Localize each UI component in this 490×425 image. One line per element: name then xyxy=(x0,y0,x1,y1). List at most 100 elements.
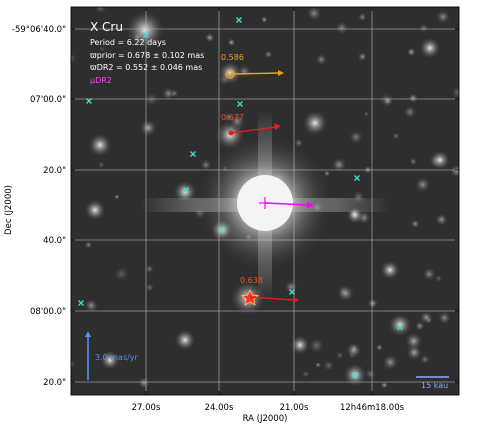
field-star xyxy=(302,110,328,136)
faint-star xyxy=(363,110,370,117)
faint-star xyxy=(435,213,449,227)
field-marker-stroke xyxy=(78,300,84,306)
y-tick-label: 40.0" xyxy=(43,236,66,246)
target-pm-arrowhead xyxy=(307,201,314,209)
faint-star xyxy=(204,32,215,43)
faint-star xyxy=(408,93,419,104)
star-1-label: 0.586 xyxy=(221,53,244,62)
field-star xyxy=(84,199,106,221)
legend-parallax-prior: ϖprior = 0.678 ± 0.102 mas xyxy=(90,51,204,60)
faint-star xyxy=(404,332,423,351)
faint-star xyxy=(335,351,344,360)
field-marker-stroke xyxy=(143,32,149,38)
annotation-star-3: 0.638 xyxy=(240,276,299,306)
field-marker-stroke xyxy=(397,324,403,330)
field-marker xyxy=(86,98,92,104)
field-star xyxy=(430,150,450,170)
y-tick-label: -59°06'40.0" xyxy=(12,25,66,35)
field-star xyxy=(218,61,242,85)
axes-frame xyxy=(70,6,460,396)
ticks xyxy=(71,7,459,395)
faint-star xyxy=(307,336,325,354)
field-star xyxy=(380,260,400,280)
faint-star xyxy=(71,52,77,64)
faint-star xyxy=(434,274,443,283)
faint-star xyxy=(227,38,236,47)
field-marker-stroke xyxy=(237,101,243,107)
legend-period: Period = 6.22 days xyxy=(90,38,166,47)
legend-parallax-dr2: ϖDR2 = 0.552 ± 0.046 mas xyxy=(90,63,202,72)
faint-star xyxy=(93,7,108,15)
legend-pm-label: μDR2 xyxy=(90,76,112,85)
pm-scalebar-label: 3.0 mas/yr xyxy=(95,353,139,362)
x-axis-label: RA (J2000) xyxy=(243,414,288,424)
field-marker xyxy=(237,101,243,107)
faint-star xyxy=(84,298,99,313)
field-star xyxy=(173,180,197,204)
field-marker xyxy=(352,372,358,378)
star-3-label: 0.638 xyxy=(240,276,263,285)
pm-scalebar: 3.0 mas/yr xyxy=(85,331,139,380)
faint-star xyxy=(449,164,459,178)
faint-star xyxy=(145,264,154,274)
faint-star xyxy=(306,7,322,22)
y-tick-label: 07'00.0" xyxy=(30,95,66,105)
faint-star xyxy=(71,359,76,369)
faint-star xyxy=(380,381,389,389)
field-marker xyxy=(143,32,149,38)
faint-star xyxy=(84,240,93,250)
faint-star xyxy=(315,53,328,66)
faint-star xyxy=(145,282,155,293)
faint-star xyxy=(98,45,106,53)
faint-star xyxy=(422,267,437,281)
field-star xyxy=(346,206,364,224)
faint-star xyxy=(137,376,151,390)
field-marker-stroke xyxy=(236,17,242,23)
x-tick-label: 21.00s xyxy=(280,403,309,413)
faint-star xyxy=(357,51,368,62)
target-pm-arrow xyxy=(264,202,309,206)
field-marker xyxy=(78,300,84,306)
faint-star xyxy=(357,12,368,22)
field-marker-stroke xyxy=(190,151,196,157)
target-star-annotation xyxy=(259,197,314,209)
faint-star xyxy=(435,9,451,25)
faint-star xyxy=(161,86,176,101)
field-markers xyxy=(78,17,403,378)
faint-star xyxy=(437,310,452,325)
faint-star xyxy=(381,353,399,371)
faint-star xyxy=(402,104,418,120)
annotation-star-2: 0.677 xyxy=(221,113,281,136)
faint-star xyxy=(139,119,158,137)
faint-star xyxy=(391,132,400,140)
x-tick-label: 12h46m18.00s xyxy=(340,403,405,413)
field-star xyxy=(388,313,412,337)
field-marker xyxy=(219,227,225,233)
star-3-pm-arrowhead xyxy=(293,297,299,303)
field-marker-stroke xyxy=(352,372,358,378)
field-star xyxy=(125,10,165,50)
field-star xyxy=(290,335,310,355)
faint-star xyxy=(378,91,395,109)
field-marker-stroke xyxy=(183,187,189,193)
star-2-label: 0.677 xyxy=(221,113,244,122)
faint-star xyxy=(419,310,434,325)
faint-star xyxy=(406,47,417,57)
faint-star xyxy=(348,129,364,145)
faint-star xyxy=(364,368,377,380)
star-2-pm-arrow xyxy=(230,126,277,134)
faint-star xyxy=(284,280,299,294)
faint-star xyxy=(113,193,120,200)
field-star xyxy=(100,350,120,370)
faint-star xyxy=(367,297,379,309)
chart-title: X Cru xyxy=(90,20,123,34)
faint-star xyxy=(334,20,349,35)
field-star xyxy=(419,37,441,59)
x-tick-label: 24.00s xyxy=(205,403,234,413)
faint-star xyxy=(345,342,362,359)
star-2-pm-arrowhead xyxy=(274,123,281,130)
faint-star xyxy=(414,176,431,193)
field-marker xyxy=(183,187,189,193)
